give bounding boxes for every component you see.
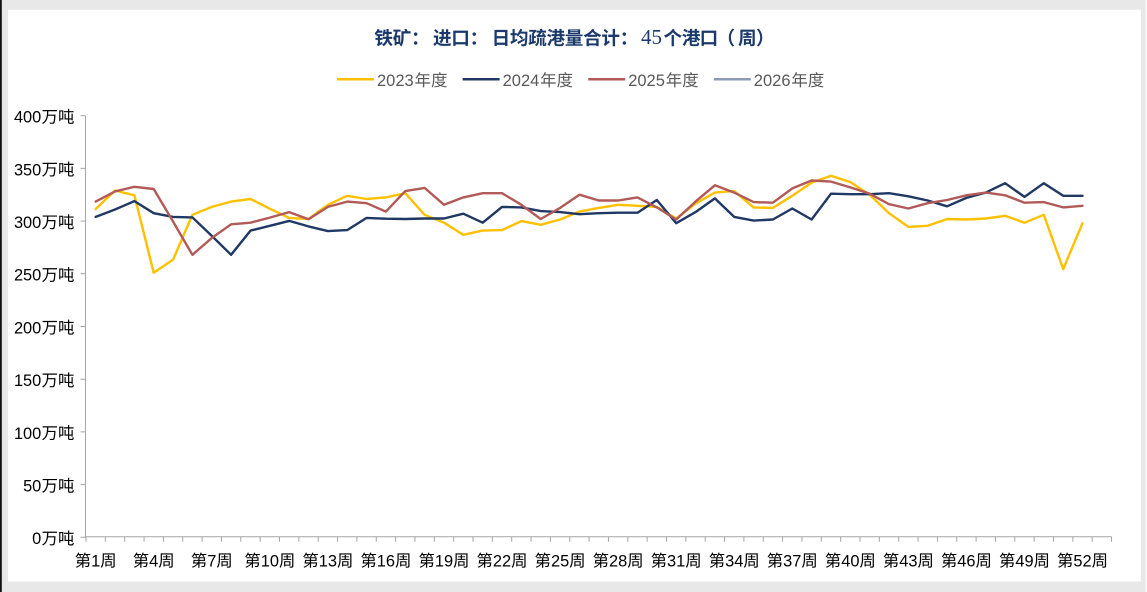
svg-text:300: 300 <box>14 214 41 232</box>
svg-text:2024: 2024 <box>503 72 540 90</box>
svg-text:31: 31 <box>667 552 685 570</box>
svg-text:100: 100 <box>14 425 41 443</box>
svg-text:43: 43 <box>899 552 917 570</box>
svg-text:28: 28 <box>609 552 627 570</box>
svg-text:1: 1 <box>91 552 100 570</box>
svg-text:200: 200 <box>14 319 41 337</box>
svg-text:40: 40 <box>841 552 859 570</box>
svg-text:49: 49 <box>1015 552 1033 570</box>
svg-text:50: 50 <box>23 478 41 496</box>
svg-text:0: 0 <box>32 530 41 548</box>
svg-text:4: 4 <box>149 552 158 570</box>
svg-text:2023: 2023 <box>377 72 414 90</box>
svg-text:13: 13 <box>319 552 337 570</box>
svg-text:25: 25 <box>551 552 569 570</box>
svg-text:250: 250 <box>14 267 41 285</box>
svg-text:10: 10 <box>261 552 279 570</box>
svg-text:22: 22 <box>493 552 511 570</box>
svg-text:52: 52 <box>1073 552 1091 570</box>
svg-text:150: 150 <box>14 372 41 390</box>
svg-text:34: 34 <box>725 552 743 570</box>
svg-text:37: 37 <box>783 552 801 570</box>
svg-text:400: 400 <box>14 109 41 127</box>
svg-text:350: 350 <box>14 161 41 179</box>
svg-text:16: 16 <box>377 552 395 570</box>
svg-text:2026: 2026 <box>754 72 791 90</box>
svg-text:7: 7 <box>207 552 216 570</box>
svg-text:46: 46 <box>957 552 975 570</box>
svg-text:19: 19 <box>435 552 453 570</box>
svg-text:45: 45 <box>641 25 662 49</box>
svg-text:2025: 2025 <box>628 72 665 90</box>
